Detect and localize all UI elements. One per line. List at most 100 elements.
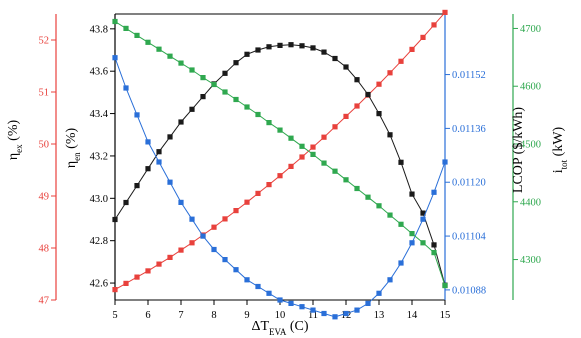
lcop-point [288,300,294,306]
lcop-point [244,277,250,283]
lcop-point [277,297,283,303]
eta_ex-point [288,163,294,169]
i_tot-point [299,143,305,149]
eta_ex-point [343,113,349,119]
eta_en-point [134,183,140,189]
lcop-point [123,85,129,91]
lcop-point [255,283,261,290]
lcop-point [211,246,217,253]
i_tot-point [233,96,239,103]
i_tot-point [387,212,393,218]
eta_en-point [244,51,250,57]
lcop-point [354,307,360,313]
x-tick-label: 7 [178,310,183,321]
eta_ex-point [112,287,118,293]
eta_en-point [189,106,195,112]
eta_en-point [409,191,415,197]
i_tot-tick-label: 4400 [520,197,541,208]
i_tot-point [310,151,316,157]
eta_ex-point [431,22,437,28]
x-axis-title: ΔTEVA (C) [251,319,308,337]
eta_en-point [387,132,393,138]
i_tot-point [288,135,294,141]
lcop-point [299,304,305,310]
eta_ex-axis-title: ηex (%) [6,120,24,161]
eta_ex-point [277,173,283,179]
eta_ex-tick-label: 49 [39,192,50,203]
eta_ex-tick-label: 47 [39,296,50,307]
eta_ex-point [376,81,382,87]
i_tot-point [145,39,151,45]
i_tot-point [189,67,195,73]
i_tot-point [178,60,184,66]
lcop-point [200,233,206,239]
lcop-series-line [114,57,446,318]
lcop-point [134,112,140,118]
eta_en-point [343,64,349,70]
lcop-axis-title: LCOP ($/kWh) [511,107,526,194]
eta_en-point [233,60,239,66]
i_tot-point [365,194,371,200]
lcop-point [321,310,327,317]
eta_en-tick-label: 43.2 [90,151,108,162]
eta_ex-point [332,124,338,130]
eta_ex-tick-label: 50 [39,140,50,151]
i_tot-point [156,46,162,52]
eta_en-point [222,70,228,76]
x-tick-label: 13 [374,310,385,321]
eta_en-point [365,91,371,98]
x-tick-label: 10 [275,310,286,321]
lcop-point [233,267,239,273]
eta_ex-point [167,254,173,260]
i_tot-point [266,120,272,126]
i_tot-point [376,203,382,209]
i_tot-point [354,185,360,192]
eta_ex-point [156,261,162,267]
i_tot-point [167,53,173,59]
lcop-point [387,277,393,283]
x-tick-label: 8 [211,310,216,321]
eta_ex-point [354,103,360,109]
eta_en-point [123,199,129,206]
x-tick-label: 14 [407,310,418,321]
lcop-point [398,260,404,266]
eta_ex-point [134,274,140,280]
eta_en-point [145,166,151,172]
x-tick-label: 11 [308,310,318,321]
i_tot-point [398,221,404,227]
i_tot-tick-label: 4700 [520,24,541,35]
eta_ex-point [442,9,448,15]
lcop-point [332,314,338,320]
eta_en-point [178,119,184,125]
lcop-point [189,216,195,222]
i_tot-axis-title: itot (kW) [551,126,569,173]
eta_en-point [376,111,382,117]
eta_ex-point [222,216,228,222]
eta_ex-point [387,70,393,76]
eta_en-tick-label: 43.0 [90,194,108,205]
lcop-point [420,216,426,222]
lcop-point [442,159,448,165]
eta_ex-point [255,190,261,196]
lcop-point [222,257,228,263]
lcop-tick-label: 0.01152 [452,70,486,81]
lcop-point [376,290,382,296]
eta_ex-point [398,58,404,64]
eta_en-point [288,42,294,48]
i_tot-series-line [114,21,446,286]
x-tick-label: 5 [112,310,117,321]
eta_en-point [299,43,305,49]
i_tot-point [332,168,338,174]
lcop-point [365,300,371,306]
x-tick-label: 9 [244,310,249,321]
eta_en-point [200,94,206,100]
lcop-tick-label: 0.01136 [452,124,486,135]
i_tot-point [244,104,250,110]
eta_en-point [354,77,360,83]
eta_ex-point [299,154,305,160]
lcop-point [178,199,184,205]
eta_ex-tick-label: 51 [39,88,50,99]
eta_en-point [266,44,272,50]
i_tot-point [134,32,140,38]
